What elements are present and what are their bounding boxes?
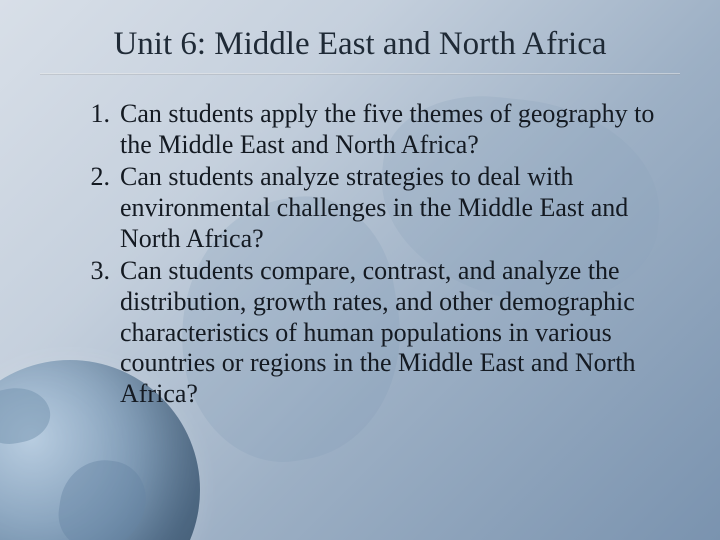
list-item: Can students compare, contrast, and anal… — [76, 256, 680, 409]
list-item: Can students analyze strategies to deal … — [76, 162, 680, 254]
question-list: Can students apply the five themes of ge… — [40, 99, 680, 410]
list-item: Can students apply the five themes of ge… — [76, 99, 680, 160]
title-divider — [40, 73, 680, 75]
slide-title: Unit 6: Middle East and North Africa — [40, 18, 680, 73]
slide-container: Unit 6: Middle East and North Africa Can… — [0, 0, 720, 540]
